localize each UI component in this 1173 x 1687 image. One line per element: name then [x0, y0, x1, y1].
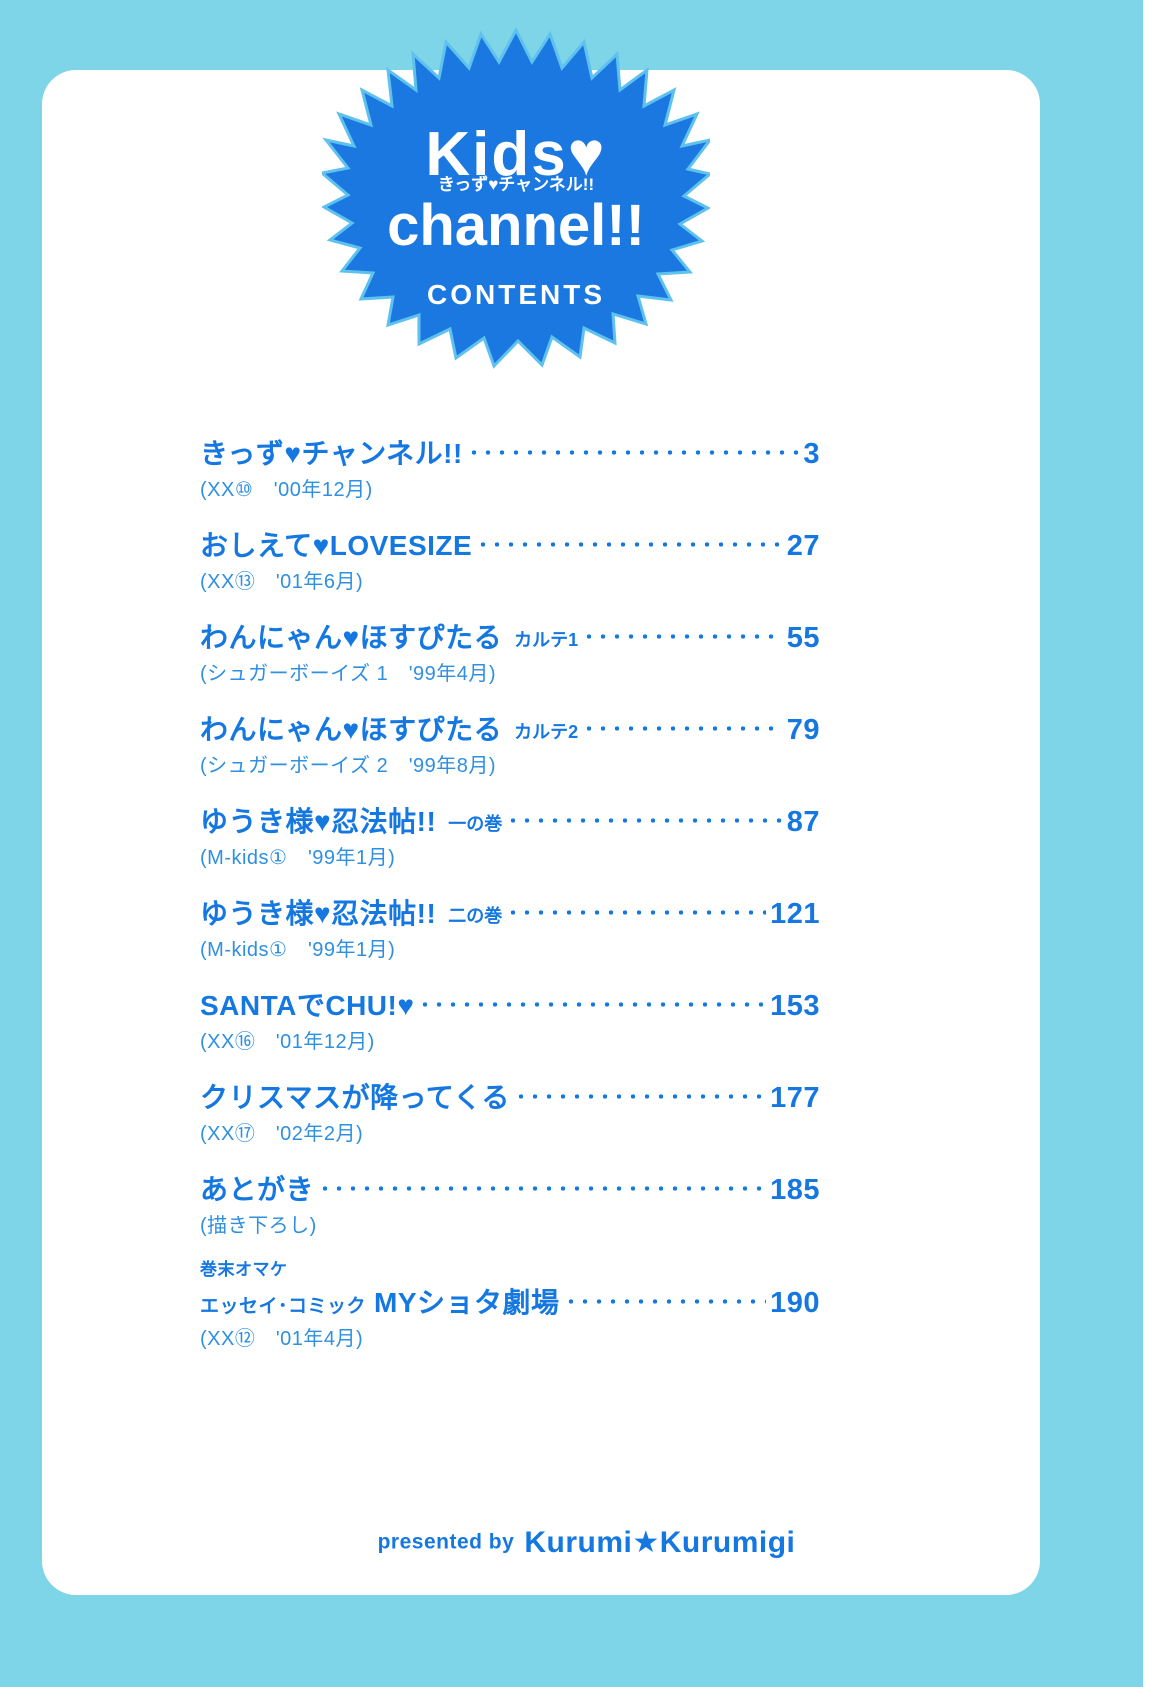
toc-title: あとがき [200, 1174, 315, 1205]
starburst-shape [322, 28, 710, 369]
toc-page-number: 3 [803, 438, 820, 470]
toc-page-number: 87 [786, 806, 820, 838]
toc-title: ゆうき様♥忍法帖!! [200, 806, 437, 837]
toc-page-number: 177 [770, 1082, 820, 1114]
table-of-contents: きっず♥チャンネル!! 3 (XX⑩ '00年12月) おしえて♥LOVESIZ… [200, 432, 820, 1373]
toc-subtitle: カルテ2 [514, 722, 579, 742]
toc-page-number: 190 [770, 1286, 820, 1319]
toc-subtitle: 二の巻 [448, 906, 503, 926]
leader-dots [513, 1079, 767, 1107]
presented-by-label: presented by [377, 1530, 515, 1554]
toc-note: (XX⑬ '01年6月) [200, 571, 364, 593]
toc-note: (M-kids① '99年1月) [200, 847, 396, 869]
toc-entry[interactable]: おしえて♥LOVESIZE 27 (XX⑬ '01年6月) [200, 524, 820, 594]
toc-page-number: 27 [786, 530, 820, 562]
leader-dots [506, 895, 766, 923]
toc-note: (XX⑰ '02年2月) [200, 1123, 364, 1145]
toc-entry[interactable]: ゆうき様♥忍法帖!! 一の巻 87 (M-kids① '99年1月) [200, 800, 820, 870]
leader-dots [476, 527, 783, 555]
toc-page-number: 185 [770, 1174, 820, 1206]
toc-note: (XX⑫ '01年4月) [200, 1327, 364, 1350]
toc-entry[interactable]: わんにゃん♥ほすぴたる カルテ2 79 (シュガーボーイズ 2 '99年8月) [200, 708, 820, 778]
leader-dots [418, 987, 766, 1015]
leader-dots [582, 619, 783, 647]
toc-title: SANTAでCHU!♥ [200, 990, 415, 1021]
toc-note: (XX⑯ '01年12月) [200, 1031, 375, 1053]
toc-page-number: 55 [786, 622, 820, 654]
toc-entry[interactable]: SANTAでCHU!♥ 153 (XX⑯ '01年12月) [200, 984, 820, 1054]
toc-kicker: 巻末オマケ [200, 1260, 288, 1279]
toc-entry[interactable]: あとがき 185 (描き下ろし) [200, 1168, 820, 1238]
toc-subtitle: 一の巻 [448, 814, 503, 834]
author-name: Kurumi★Kurumigi [524, 1526, 796, 1559]
toc-entry[interactable]: ゆうき様♥忍法帖!! 二の巻 121 (M-kids① '99年1月) [200, 892, 820, 962]
toc-entry[interactable]: 巻末オマケ エッセイ･コミック MYショタ劇場 190 (XX⑫ '01年4月) [200, 1260, 820, 1351]
toc-entry[interactable]: クリスマスが降ってくる 177 (XX⑰ '02年2月) [200, 1076, 820, 1146]
starburst-logo: Kids♥ きっず♥チャンネル!! channel!! CONTENTS [322, 28, 710, 408]
toc-note: (シュガーボーイズ 2 '99年8月) [200, 755, 497, 777]
toc-page-number: 121 [770, 898, 820, 930]
leader-dots [318, 1171, 767, 1199]
toc-title: わんにゃん♥ほすぴたる [200, 714, 503, 745]
toc-note: (XX⑩ '00年12月) [200, 479, 373, 501]
toc-prefix: エッセイ･コミック [200, 1295, 367, 1317]
toc-entry[interactable]: わんにゃん♥ほすぴたる カルテ1 55 (シュガーボーイズ 1 '99年4月) [200, 616, 820, 686]
toc-title: きっず♥チャンネル!! [200, 438, 463, 469]
toc-note: (M-kids① '99年1月) [200, 939, 396, 961]
toc-note: (描き下ろし) [200, 1215, 317, 1237]
toc-title: クリスマスが降ってくる [200, 1082, 510, 1113]
toc-title: MYショタ劇場 [374, 1286, 560, 1318]
toc-title: おしえて♥LOVESIZE [200, 530, 473, 561]
right-margin-strip [1143, 0, 1173, 1687]
leader-dots [582, 711, 783, 739]
toc-page-number: 153 [770, 990, 820, 1022]
leader-dots [506, 803, 783, 831]
footer-credit: presented by Kurumi★Kurumigi [0, 1525, 1173, 1560]
toc-title: わんにゃん♥ほすぴたる [200, 622, 503, 653]
toc-note: (シュガーボーイズ 1 '99年4月) [200, 663, 497, 685]
toc-title: ゆうき様♥忍法帖!! [200, 898, 437, 929]
toc-page-number: 79 [786, 714, 820, 746]
leader-dots [563, 1284, 767, 1312]
leader-dots [466, 435, 800, 463]
toc-subtitle: カルテ1 [514, 630, 579, 650]
toc-entry[interactable]: きっず♥チャンネル!! 3 (XX⑩ '00年12月) [200, 432, 820, 502]
